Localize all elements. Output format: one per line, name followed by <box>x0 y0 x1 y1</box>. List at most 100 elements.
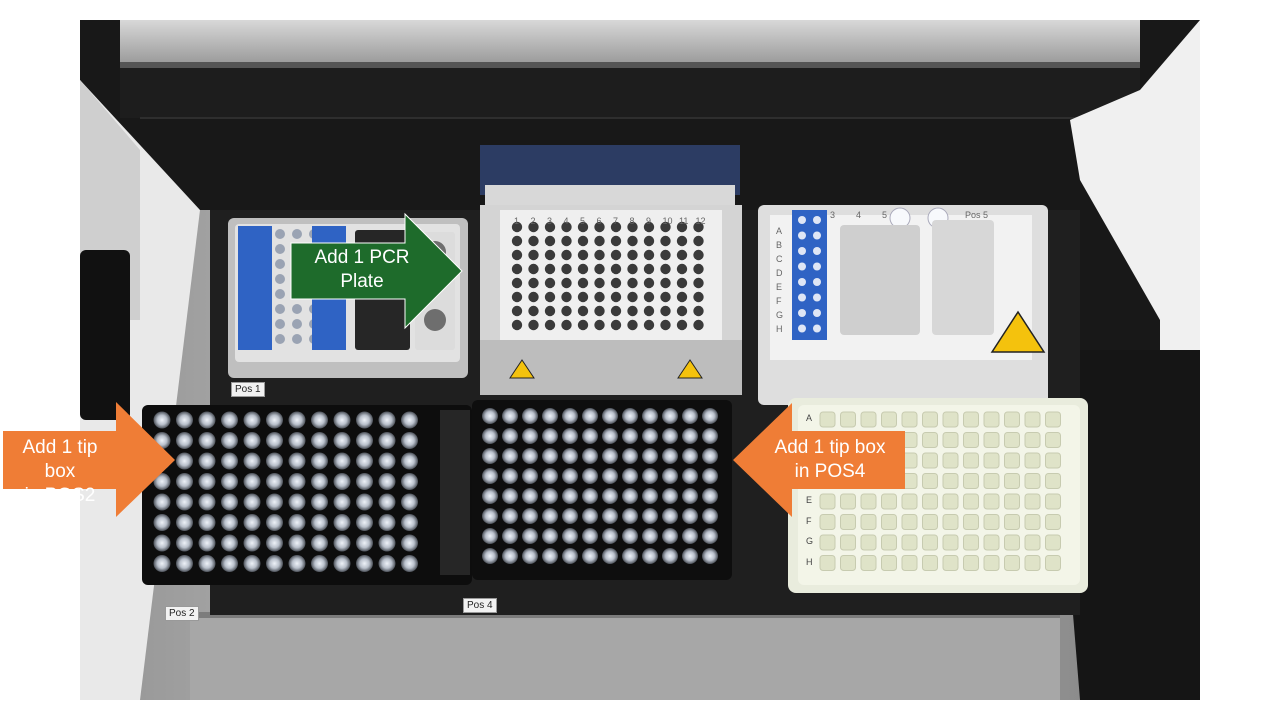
pipette-tip <box>562 468 578 484</box>
pcr-well <box>660 277 671 289</box>
deep-well <box>840 411 856 428</box>
deep-well <box>860 432 877 448</box>
pipette-tip <box>582 448 598 464</box>
pcr-well <box>544 235 556 247</box>
deep-well <box>901 493 918 510</box>
pipette-tip <box>522 448 538 464</box>
deep-well <box>819 411 836 428</box>
pipette-tip <box>602 528 618 544</box>
pipette-tip <box>682 448 698 464</box>
pipette-tip <box>356 555 373 572</box>
pipette-tip <box>702 468 718 484</box>
pipette-tip <box>198 411 216 429</box>
pipette-tip <box>311 452 328 470</box>
rack-hole <box>292 259 302 269</box>
pcr-well <box>544 277 556 289</box>
deep-well <box>922 411 938 428</box>
pipette-tip <box>682 548 698 564</box>
pipette-tip <box>176 534 193 552</box>
pipette-tip <box>153 473 171 490</box>
pos1-label: Pos 1 <box>231 382 265 397</box>
pipette-tip <box>378 514 396 531</box>
deep-well <box>922 432 938 448</box>
pipette-tip <box>311 534 328 552</box>
deep-well <box>819 452 836 469</box>
deep-well <box>963 411 979 428</box>
pipette-tip <box>502 428 518 444</box>
pcr-well <box>676 235 688 247</box>
pipette-tip <box>502 488 518 504</box>
pos5-column-number: 5 <box>882 210 888 220</box>
pcr-well <box>577 249 589 261</box>
pipette-tip <box>221 432 238 449</box>
pcr-column-number: 9 <box>646 216 652 226</box>
pipette-tip <box>682 528 698 544</box>
pcr-well <box>660 221 671 233</box>
pipette-tip <box>622 448 638 464</box>
pcr-well <box>627 277 638 289</box>
pos5-row-letter: D <box>776 268 783 278</box>
pcr-well <box>594 221 605 233</box>
pipette-tip <box>288 473 306 490</box>
deep-well <box>840 534 856 551</box>
pcr-well <box>660 235 671 247</box>
pipette-tip <box>642 468 658 484</box>
deep-well <box>840 452 856 469</box>
pipette-tip <box>622 488 638 504</box>
pipette-tip <box>401 555 418 572</box>
pipette-tip <box>682 508 698 524</box>
rack-hole <box>292 304 302 314</box>
pcr-well <box>676 305 688 317</box>
pipette-tip <box>542 408 558 424</box>
deep-well <box>1004 555 1020 571</box>
deep-well <box>860 555 877 571</box>
pipette-tip <box>482 428 498 444</box>
pipette-tip <box>243 473 261 490</box>
deep-well <box>1004 534 1020 551</box>
pipette-tip <box>502 448 518 464</box>
pipette-tip <box>602 508 618 524</box>
strip-tube <box>813 309 821 317</box>
pipette-tip <box>542 528 558 544</box>
pipette-tip <box>542 488 558 504</box>
pcr-well <box>643 249 655 261</box>
pcr-well <box>610 319 622 331</box>
pcr-column-number: 4 <box>563 216 569 226</box>
pipette-tip <box>221 411 238 429</box>
pipette-tip <box>356 514 373 531</box>
pos5-label: Pos 5 <box>965 210 989 220</box>
deep-well <box>1045 514 1061 530</box>
deep-well <box>983 432 1000 448</box>
pipette-tip <box>622 408 638 424</box>
pipette-tip <box>502 408 518 424</box>
pipette-tip <box>662 528 678 544</box>
pipette-tip <box>602 548 618 564</box>
pcr-well <box>511 221 523 233</box>
strip-tube <box>813 293 821 302</box>
pos4-label: Pos 4 <box>463 598 497 613</box>
pipette-tip <box>288 493 306 511</box>
pcr-well <box>627 263 638 275</box>
pipette-tip <box>311 555 328 572</box>
deep-well <box>1045 452 1061 469</box>
deep-well <box>1024 432 1041 448</box>
pcr-well <box>544 249 556 261</box>
rack-hole <box>292 334 302 344</box>
deep-well <box>963 473 979 489</box>
pcr-well <box>643 305 655 317</box>
pcr-well <box>577 277 589 289</box>
pcr-well <box>511 277 523 289</box>
pcr-well <box>577 305 589 317</box>
pipette-tip <box>702 508 718 524</box>
pcr-well <box>594 305 605 317</box>
instrument-deck-photo <box>80 20 1200 700</box>
pcr-well <box>693 263 704 275</box>
pipette-tip <box>288 411 306 429</box>
pipette-tip <box>243 432 261 449</box>
pcr-well <box>528 319 539 331</box>
deep-well <box>983 473 1000 489</box>
pipette-tip <box>333 432 351 449</box>
pipette-tip <box>562 508 578 524</box>
pipette-tip <box>602 488 618 504</box>
pcr-well <box>676 263 688 275</box>
